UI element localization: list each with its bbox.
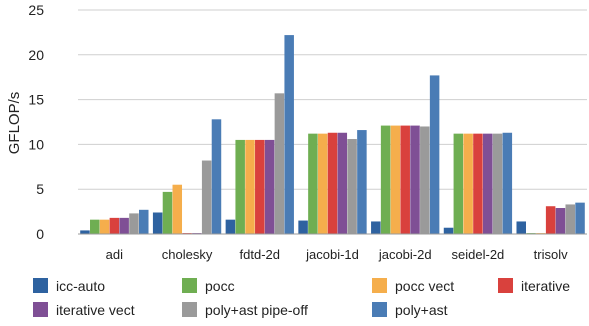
bar-iterative-adi	[109, 217, 120, 234]
y-tick-labels: 0 5 10 15 20 25	[28, 2, 44, 242]
legend-label: iterative vect	[56, 302, 135, 318]
bar-pocc-vect-fdtd-2d	[245, 139, 255, 234]
legend-swatch	[182, 302, 197, 317]
bar-icc-auto-jacobi-1d	[298, 220, 308, 234]
legend-item: poly+ast pipe-off	[182, 302, 308, 318]
category-label: jacobi-1d	[305, 247, 359, 262]
bar-iterative-fdtd-2d	[255, 139, 265, 234]
bar-iterative-jacobi-1d	[327, 132, 338, 234]
bar-pocc-cholesky	[162, 191, 173, 234]
bars	[80, 35, 585, 235]
y-tick-label: 0	[36, 226, 44, 242]
bar-poly-ast-pipe-off-trisolv	[565, 204, 575, 234]
category-label: jacobi-2d	[378, 247, 432, 262]
category-label: trisolv	[534, 247, 568, 262]
y-tick-label: 25	[28, 2, 44, 18]
bar-iterative-jacobi-2d	[400, 125, 410, 234]
bar-pocc-vect-seidel-2d	[463, 133, 473, 234]
category-label: fdtd-2d	[240, 247, 280, 262]
bar-poly-ast-pipe-off-adi	[129, 213, 139, 234]
bar-poly-ast-cholesky	[211, 119, 222, 234]
bar-icc-auto-cholesky	[152, 212, 163, 234]
bar-iterative-vect-fdtd-2d	[264, 139, 275, 234]
legend-label: poly+ast pipe-off	[205, 302, 308, 318]
bar-poly-ast-pipe-off-jacobi-1d	[347, 139, 357, 234]
bar-iterative-vect-seidel-2d	[482, 133, 493, 234]
bar-poly-ast-pipe-off-jacobi-2d	[420, 126, 430, 234]
bar-icc-auto-adi	[80, 230, 90, 234]
bar-poly-ast-pipe-off-fdtd-2d	[274, 93, 285, 234]
category-labels: adi cholesky fdtd-2d jacobi-1d jacobi-2d seid…	[106, 247, 568, 262]
legend: icc-auto pocc pocc vect iterative iterative …	[33, 278, 570, 318]
bar-pocc-seidel-2d	[453, 133, 464, 234]
y-tick-label: 20	[28, 47, 44, 63]
legend-item: poly+ast	[372, 302, 448, 318]
legend-swatch	[498, 278, 513, 293]
y-axis-label: GFLOP/s	[6, 92, 23, 155]
legend-item: pocc	[182, 278, 235, 294]
bar-poly-ast-jacobi-1d	[357, 130, 367, 234]
bar-poly-ast-fdtd-2d	[284, 35, 294, 235]
bar-iterative-vect-adi	[119, 217, 129, 234]
category-label: cholesky	[162, 247, 213, 262]
legend-swatch	[372, 278, 387, 293]
legend-item: pocc vect	[372, 278, 454, 294]
bar-iterative-trisolv	[545, 206, 556, 234]
bar-iterative-seidel-2d	[473, 133, 483, 234]
bar-pocc-fdtd-2d	[235, 139, 245, 234]
bar-poly-ast-pipe-off-cholesky	[201, 160, 212, 234]
bar-iterative-vect-trisolv	[555, 208, 566, 234]
legend-swatch	[182, 278, 197, 293]
y-tick-label: 10	[28, 136, 44, 152]
category-label: adi	[106, 247, 123, 262]
y-tick-label: 5	[36, 181, 44, 197]
category-label: seidel-2d	[452, 247, 505, 262]
bar-poly-ast-trisolv	[575, 202, 585, 234]
bar-icc-auto-trisolv	[516, 221, 526, 234]
legend-label: poly+ast	[395, 302, 448, 318]
legend-swatch	[33, 278, 48, 293]
legend-label: iterative	[521, 278, 570, 294]
bar-poly-ast-jacobi-2d	[429, 75, 440, 235]
legend-label: pocc	[205, 278, 235, 294]
legend-label: pocc vect	[395, 278, 454, 294]
legend-swatch	[372, 302, 387, 317]
legend-swatch	[33, 302, 48, 317]
bar-pocc-adi	[90, 219, 100, 234]
bar-icc-auto-seidel-2d	[443, 227, 454, 234]
bar-icc-auto-jacobi-2d	[371, 221, 381, 234]
y-tick-label: 15	[28, 92, 44, 108]
legend-item: iterative vect	[33, 302, 135, 318]
bar-pocc-vect-adi	[99, 219, 110, 234]
bar-poly-ast-adi	[139, 209, 149, 234]
bar-icc-auto-fdtd-2d	[225, 219, 236, 234]
bar-pocc-jacobi-2d	[380, 125, 391, 234]
bar-pocc-vect-jacobi-2d	[390, 125, 401, 234]
bar-pocc-vect-cholesky	[172, 184, 183, 234]
legend-item: iterative	[498, 278, 570, 294]
bar-poly-ast-seidel-2d	[502, 132, 513, 234]
legend-item: icc-auto	[33, 278, 105, 294]
bar-pocc-jacobi-1d	[308, 133, 318, 234]
bar-pocc-vect-jacobi-1d	[317, 133, 328, 234]
legend-label: icc-auto	[56, 278, 105, 294]
bar-iterative-vect-jacobi-1d	[337, 132, 348, 234]
bar-iterative-vect-jacobi-2d	[410, 125, 420, 234]
bar-poly-ast-pipe-off-seidel-2d	[492, 133, 503, 234]
